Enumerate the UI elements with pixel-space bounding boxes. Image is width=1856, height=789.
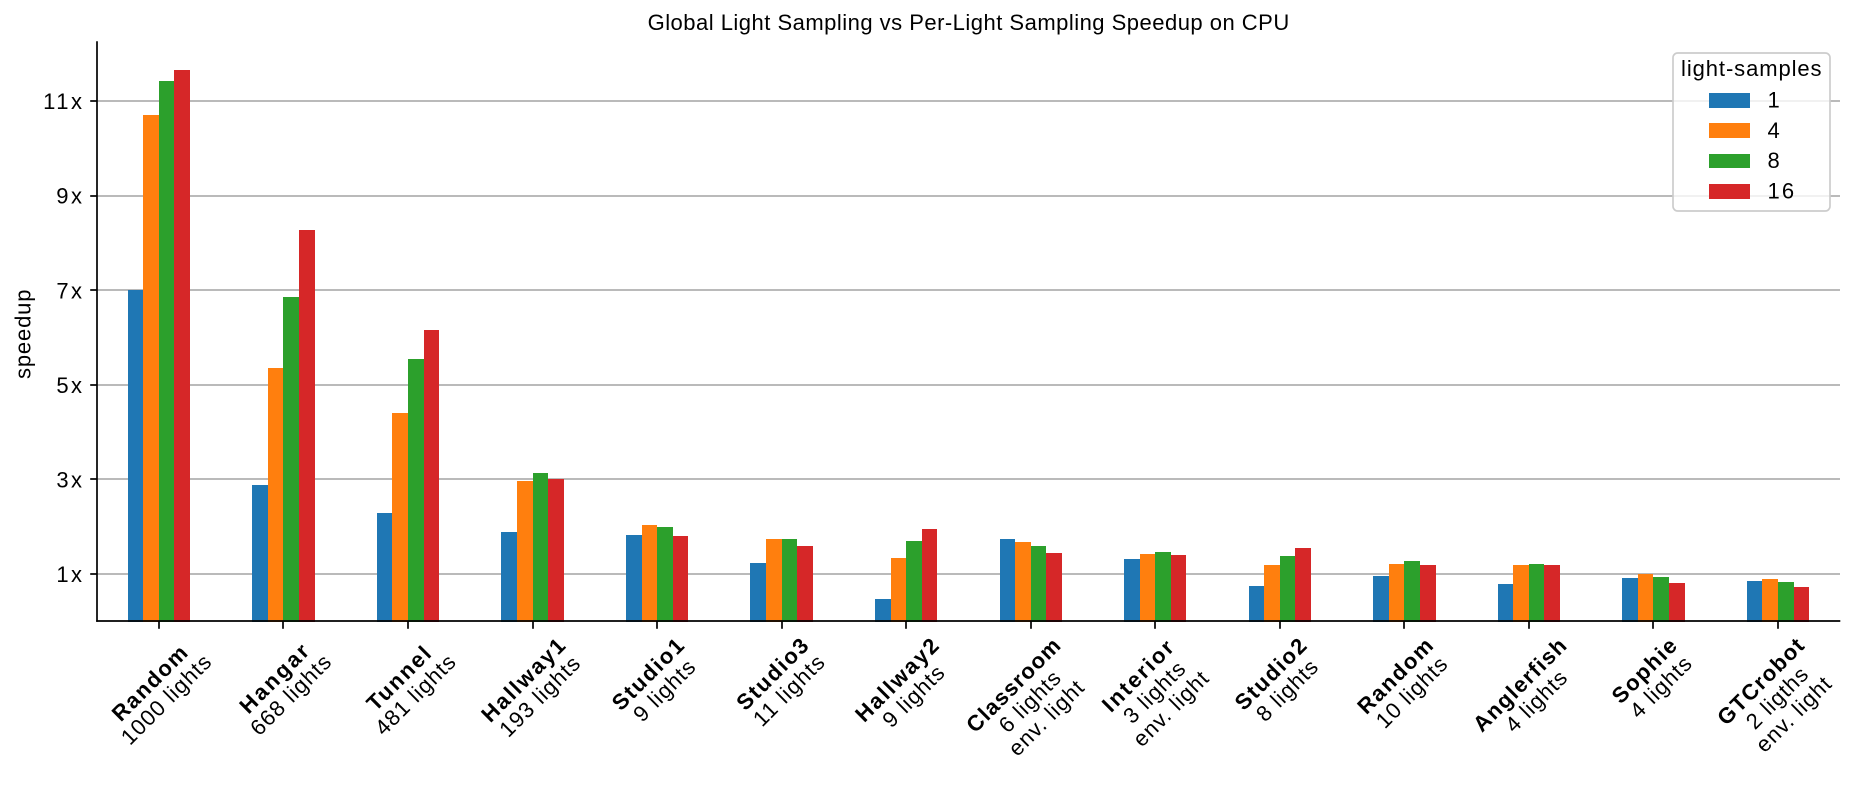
- svg-text:1: 1: [1768, 88, 1780, 113]
- svg-text:4: 4: [1768, 118, 1780, 143]
- svg-text:light-samples: light-samples: [1681, 56, 1822, 81]
- svg-text:Global Light Sampling vs Per-L: Global Light Sampling vs Per-Light Sampl…: [648, 10, 1290, 35]
- svg-text:8: 8: [1768, 148, 1780, 173]
- svg-text:11x: 11x: [43, 89, 82, 114]
- svg-text:speedup: speedup: [11, 290, 36, 380]
